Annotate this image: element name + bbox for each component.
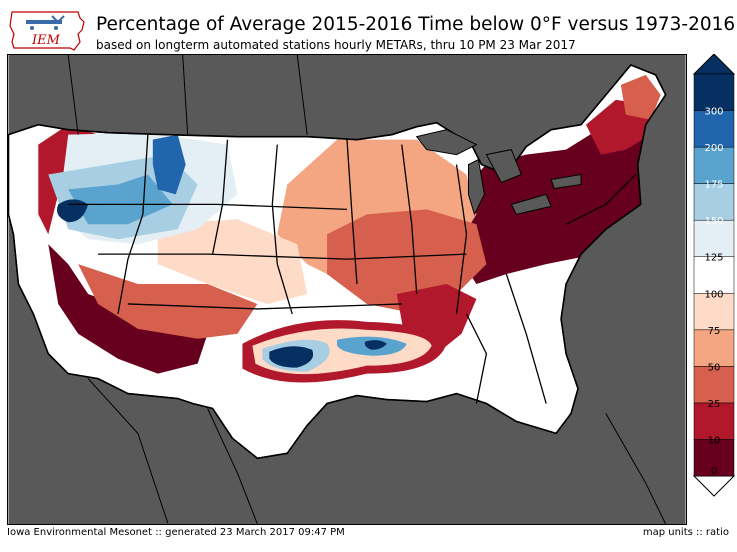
colorbar-segment	[693, 146, 735, 184]
colorbar-segment	[693, 402, 735, 440]
contour-ne-orange	[620, 74, 661, 120]
colorbar-under-arrow	[692, 475, 736, 497]
contour-south-navy-east	[364, 340, 387, 350]
colorbar-tick-label: 150	[704, 216, 723, 227]
great-lakes	[415, 129, 582, 216]
state-boundaries	[8, 64, 667, 459]
country-lines	[67, 55, 667, 524]
page-title: Percentage of Average 2015-2016 Time bel…	[96, 14, 734, 35]
colorbar-tick-label: 100	[704, 289, 723, 300]
colorbar-segment	[693, 293, 735, 331]
colorbar-tick-label: 175	[704, 180, 723, 191]
contour-central-light	[157, 219, 308, 304]
colorbar-segment	[693, 366, 735, 404]
contour-map	[7, 54, 687, 525]
colorbar-segment	[693, 329, 735, 367]
colorbar-segment	[693, 439, 735, 477]
footer-units: map units :: ratio	[642, 527, 729, 538]
iem-logo: IEM	[9, 11, 85, 51]
colorbar-segment	[693, 219, 735, 257]
footer-credit: Iowa Environmental Mesonet :: generated …	[7, 527, 345, 538]
colorbar-tick-label: 200	[704, 143, 723, 154]
colorbar-segment	[693, 110, 735, 148]
colorbar-over-arrow	[692, 54, 736, 75]
logo-text: IEM	[31, 33, 61, 48]
colorbar-segment	[693, 183, 735, 221]
contour-south-navy-west	[269, 346, 314, 368]
contour-nw-blue	[68, 174, 173, 225]
page-subtitle: based on longterm automated stations hou…	[96, 38, 576, 52]
contour-fills	[38, 74, 661, 383]
colorbar-tick-label: 125	[704, 253, 723, 264]
contour-montana-blue	[152, 134, 186, 195]
contour-nw-navy	[56, 199, 89, 223]
colorbar-segment	[693, 73, 735, 111]
colorbar-segment	[693, 256, 735, 294]
colorbar-legend: 0 10 25 50 75 100 125 150 175 200 300	[692, 54, 736, 497]
contour-sw-orange	[78, 264, 258, 339]
colorbar-tick-label: 0	[711, 466, 717, 477]
colorbar-tick-label: 10	[708, 435, 721, 446]
colorbar-tick-label: 75	[708, 326, 721, 337]
colorbar-tick-label: 25	[708, 399, 721, 410]
colorbar-tick-label: 300	[704, 107, 723, 118]
colorbar-tick-label: 50	[708, 362, 721, 373]
